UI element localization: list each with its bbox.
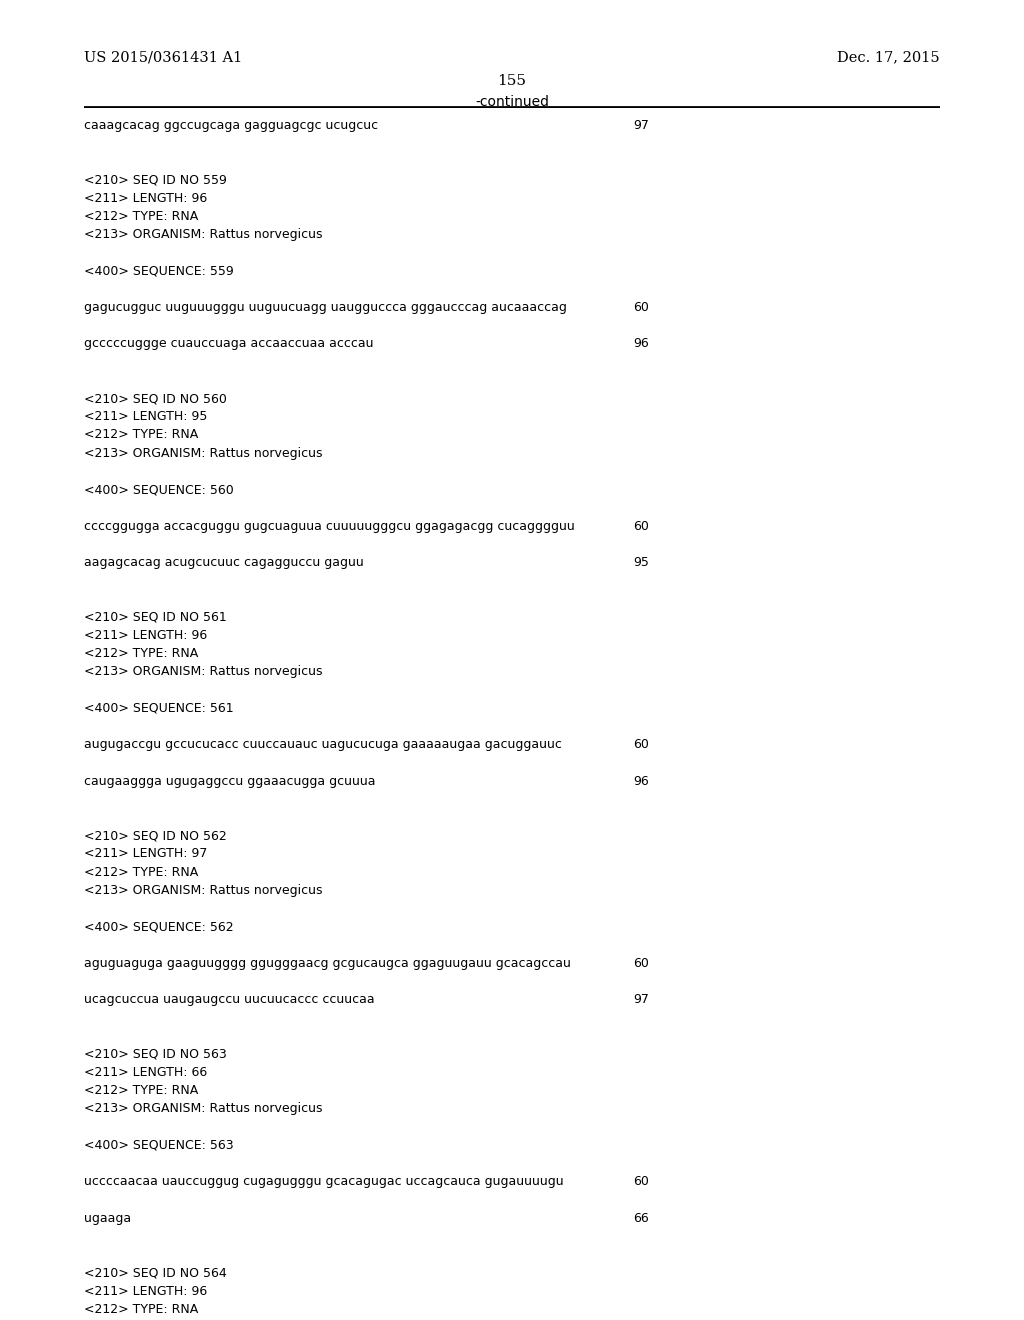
Text: 97: 97 — [633, 993, 649, 1006]
Text: <210> SEQ ID NO 561: <210> SEQ ID NO 561 — [84, 611, 226, 623]
Text: <212> TYPE: RNA: <212> TYPE: RNA — [84, 1084, 199, 1097]
Text: <213> ORGANISM: Rattus norvegicus: <213> ORGANISM: Rattus norvegicus — [84, 1102, 323, 1115]
Text: <211> LENGTH: 66: <211> LENGTH: 66 — [84, 1067, 207, 1078]
Text: <212> TYPE: RNA: <212> TYPE: RNA — [84, 647, 199, 660]
Text: <213> ORGANISM: Rattus norvegicus: <213> ORGANISM: Rattus norvegicus — [84, 884, 323, 896]
Text: <212> TYPE: RNA: <212> TYPE: RNA — [84, 429, 199, 441]
Text: gcccccuggge cuauccuaga accaaccuaa acccau: gcccccuggge cuauccuaga accaaccuaa acccau — [84, 338, 374, 350]
Text: caugaaggga ugugaggccu ggaaacugga gcuuua: caugaaggga ugugaggccu ggaaacugga gcuuua — [84, 775, 376, 788]
Text: aagagcacag acugcucuuc cagagguccu gaguu: aagagcacag acugcucuuc cagagguccu gaguu — [84, 556, 364, 569]
Text: <212> TYPE: RNA: <212> TYPE: RNA — [84, 210, 199, 223]
Text: Dec. 17, 2015: Dec. 17, 2015 — [838, 50, 940, 65]
Text: ugaaga: ugaaga — [84, 1212, 131, 1225]
Text: gagucugguc uuguuugggu uuguucuagg uaugguccca gggaucccag aucaaaccag: gagucugguc uuguuugggu uuguucuagg uaugguc… — [84, 301, 567, 314]
Text: augugaccgu gccucucacc cuuccauauc uagucucuga gaaaaaugaa gacuggauuc: augugaccgu gccucucacc cuuccauauc uagucuc… — [84, 738, 562, 751]
Text: ccccggugga accacguggu gugcuaguua cuuuuugggcu ggagagacgg cucagggguu: ccccggugga accacguggu gugcuaguua cuuuuug… — [84, 520, 574, 532]
Text: <210> SEQ ID NO 560: <210> SEQ ID NO 560 — [84, 392, 227, 405]
Text: aguguaguga gaaguugggg ggugggaacg gcgucaugca ggaguugauu gcacagccau: aguguaguga gaaguugggg ggugggaacg gcgucau… — [84, 957, 570, 970]
Text: <211> LENGTH: 96: <211> LENGTH: 96 — [84, 1284, 207, 1298]
Text: <400> SEQUENCE: 562: <400> SEQUENCE: 562 — [84, 920, 233, 933]
Text: 96: 96 — [633, 775, 648, 788]
Text: 60: 60 — [633, 520, 649, 532]
Text: <400> SEQUENCE: 560: <400> SEQUENCE: 560 — [84, 483, 233, 496]
Text: 155: 155 — [498, 74, 526, 88]
Text: <213> ORGANISM: Rattus norvegicus: <213> ORGANISM: Rattus norvegicus — [84, 228, 323, 242]
Text: <211> LENGTH: 96: <211> LENGTH: 96 — [84, 191, 207, 205]
Text: 95: 95 — [633, 556, 649, 569]
Text: US 2015/0361431 A1: US 2015/0361431 A1 — [84, 50, 243, 65]
Text: <211> LENGTH: 96: <211> LENGTH: 96 — [84, 628, 207, 642]
Text: <210> SEQ ID NO 562: <210> SEQ ID NO 562 — [84, 829, 226, 842]
Text: <400> SEQUENCE: 561: <400> SEQUENCE: 561 — [84, 702, 233, 714]
Text: 60: 60 — [633, 957, 649, 970]
Text: <210> SEQ ID NO 564: <210> SEQ ID NO 564 — [84, 1266, 226, 1279]
Text: <400> SEQUENCE: 563: <400> SEQUENCE: 563 — [84, 1139, 233, 1152]
Text: <212> TYPE: RNA: <212> TYPE: RNA — [84, 1303, 199, 1316]
Text: <211> LENGTH: 97: <211> LENGTH: 97 — [84, 847, 207, 861]
Text: <213> ORGANISM: Rattus norvegicus: <213> ORGANISM: Rattus norvegicus — [84, 446, 323, 459]
Text: 60: 60 — [633, 301, 649, 314]
Text: 96: 96 — [633, 338, 648, 350]
Text: <210> SEQ ID NO 559: <210> SEQ ID NO 559 — [84, 173, 227, 186]
Text: 60: 60 — [633, 738, 649, 751]
Text: ucagcuccua uaugaugccu uucuucaccc ccuucaa: ucagcuccua uaugaugccu uucuucaccc ccuucaa — [84, 993, 375, 1006]
Text: -continued: -continued — [475, 95, 549, 110]
Text: 97: 97 — [633, 119, 649, 132]
Text: <212> TYPE: RNA: <212> TYPE: RNA — [84, 866, 199, 879]
Text: 60: 60 — [633, 1175, 649, 1188]
Text: uccccaacaa uauccuggug cugagugggu gcacagugac uccagcauca gugauuuugu: uccccaacaa uauccuggug cugagugggu gcacagu… — [84, 1175, 563, 1188]
Text: <213> ORGANISM: Rattus norvegicus: <213> ORGANISM: Rattus norvegicus — [84, 665, 323, 678]
Text: <211> LENGTH: 95: <211> LENGTH: 95 — [84, 411, 207, 424]
Text: 66: 66 — [633, 1212, 648, 1225]
Text: <400> SEQUENCE: 559: <400> SEQUENCE: 559 — [84, 264, 233, 277]
Text: caaagcacag ggccugcaga gagguagcgc ucugcuc: caaagcacag ggccugcaga gagguagcgc ucugcuc — [84, 119, 378, 132]
Text: <210> SEQ ID NO 563: <210> SEQ ID NO 563 — [84, 1048, 226, 1061]
